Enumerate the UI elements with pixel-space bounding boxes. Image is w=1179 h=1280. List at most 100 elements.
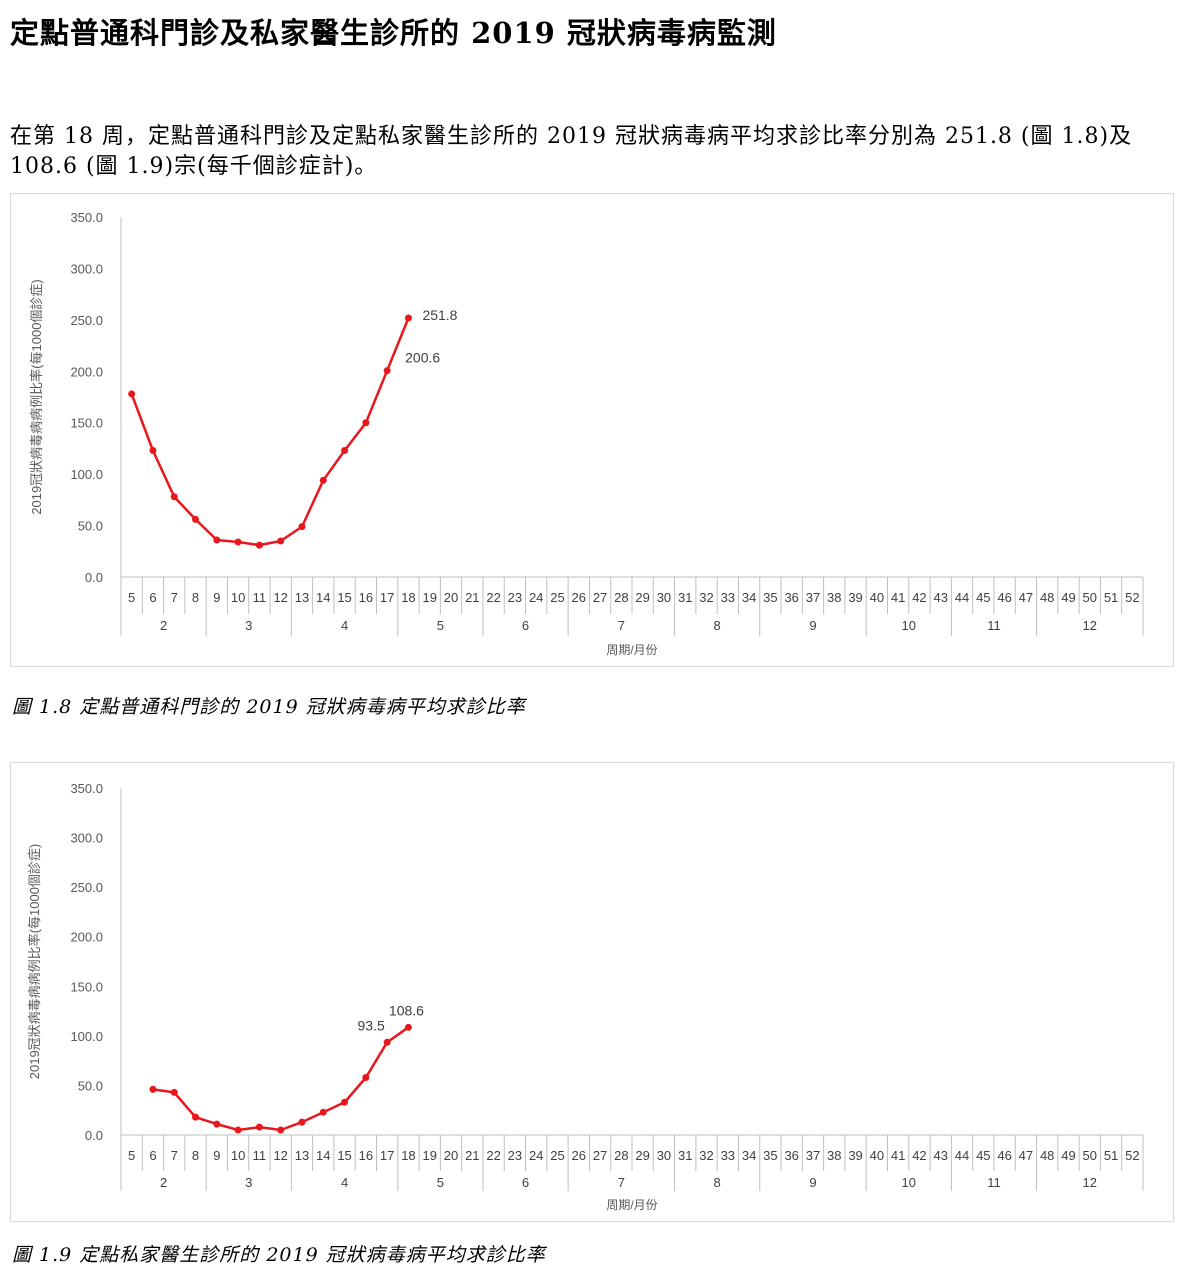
- x-tick-label: 17: [380, 590, 394, 605]
- summary-paragraph: 在第 18 周，定點普通科門診及定點私家醫生診所的 2019 冠狀病毒病平均求診…: [10, 124, 1133, 179]
- x-tick-label: 22: [486, 1148, 500, 1163]
- y-tick-label: 50.0: [78, 519, 103, 534]
- chart-1-8: 0.0 50.0 100.0 150.0 200.0 250.0 300.0 350.0 201…: [10, 193, 1174, 667]
- x-tick-label: 45: [976, 1148, 990, 1163]
- y-axis-title: 2019冠狀病毒病病例比率(每1000個診症): [29, 279, 44, 515]
- data-point: [298, 1118, 306, 1126]
- y-tick-label: 250.0: [70, 880, 103, 895]
- x-tick-label: 31: [678, 590, 692, 605]
- data-point: [255, 1123, 263, 1131]
- y-tick-label: 250.0: [70, 313, 103, 328]
- x-tick-label: 25: [550, 590, 564, 605]
- x-tick-label: 30: [657, 1148, 671, 1163]
- data-point: [319, 476, 327, 484]
- x-tick-label: 8: [192, 590, 199, 605]
- data-point: [192, 515, 200, 523]
- data-point: [128, 390, 136, 398]
- month-label: 12: [1083, 618, 1097, 633]
- x-tick-label: 51: [1104, 590, 1118, 605]
- x-tick-label: 43: [933, 1148, 947, 1163]
- y-tick-label: 300.0: [70, 831, 103, 846]
- x-tick-label: 35: [763, 590, 777, 605]
- y-tick-label: 350.0: [70, 781, 103, 796]
- x-tick-label: 20: [444, 590, 458, 605]
- x-tick-label: 19: [422, 1148, 436, 1163]
- month-label: 5: [437, 618, 444, 633]
- x-tick-label: 15: [337, 590, 351, 605]
- data-point: [234, 1126, 242, 1134]
- x-tick-label: 41: [891, 590, 905, 605]
- x-tick-label: 25: [550, 1148, 564, 1163]
- x-tick-label: 44: [955, 590, 969, 605]
- x-tick-label: 19: [422, 590, 436, 605]
- data-point: [404, 1023, 412, 1031]
- x-tick-label: 5: [128, 1148, 135, 1163]
- x-tick-label: 39: [848, 1148, 862, 1163]
- x-tick-label: 27: [593, 590, 607, 605]
- x-tick-label: 13: [295, 1148, 309, 1163]
- month-label: 7: [618, 618, 625, 633]
- x-tick-label: 12: [273, 1148, 287, 1163]
- data-point: [341, 1098, 349, 1106]
- data-label: 93.5: [358, 1017, 385, 1033]
- x-tick-label: 18: [401, 590, 415, 605]
- x-tick-label: 47: [1019, 590, 1033, 605]
- x-tick-label: 32: [699, 1148, 713, 1163]
- month-label: 7: [618, 1175, 625, 1190]
- x-tick-label: 11: [253, 590, 267, 605]
- x-tick-label: 40: [870, 1148, 884, 1163]
- y-tick-label: 300.0: [70, 261, 103, 276]
- data-point: [255, 541, 263, 549]
- x-tick-label: 31: [678, 1148, 692, 1163]
- data-label: 251.8: [422, 307, 457, 323]
- x-axis-title: 周期/月份: [606, 1198, 657, 1212]
- month-label: 9: [809, 618, 816, 633]
- x-tick-label: 6: [149, 590, 156, 605]
- x-tick-label: 36: [784, 590, 798, 605]
- month-label: 2: [160, 618, 167, 633]
- month-label: 6: [522, 1175, 529, 1190]
- x-tick-label: 49: [1061, 1148, 1075, 1163]
- x-tick-label: 6: [149, 1148, 156, 1163]
- x-tick-label: 47: [1019, 1148, 1033, 1163]
- x-tick-label: 8: [192, 1148, 199, 1163]
- x-tick-label: 10: [231, 1148, 245, 1163]
- x-tick-label: 9: [213, 590, 220, 605]
- x-tick-label: 32: [699, 590, 713, 605]
- x-tick-label: 46: [997, 590, 1011, 605]
- x-tick-label: 46: [997, 1148, 1011, 1163]
- x-tick-label: 37: [806, 590, 820, 605]
- data-point: [192, 1113, 200, 1121]
- month-label: 12: [1083, 1175, 1097, 1190]
- x-tick-label: 43: [933, 590, 947, 605]
- data-point: [341, 446, 349, 454]
- x-tick-label: 42: [912, 1148, 926, 1163]
- figure-caption-1-8: 圖 1.8 定點普通科門診的 2019 冠狀病毒病平均求診比率: [12, 696, 526, 718]
- month-label: 6: [522, 618, 529, 633]
- x-tick-label: 34: [742, 1148, 756, 1163]
- x-tick-label: 26: [572, 590, 586, 605]
- x-axis-title: 周期/月份: [606, 643, 657, 657]
- x-tick-label: 17: [380, 1148, 394, 1163]
- data-point: [170, 493, 178, 501]
- x-tick-label: 29: [635, 1148, 649, 1163]
- x-tick-label: 18: [401, 1148, 415, 1163]
- chart-1-9: 0.0 50.0 100.0 150.0 200.0 250.0 300.0 350.0 201…: [10, 762, 1174, 1222]
- x-tick-label: 38: [827, 1148, 841, 1163]
- x-tick-label: 14: [316, 1148, 330, 1163]
- chart-1-8-svg: 0.050.0100.0150.0200.0250.0300.0350.0201…: [29, 210, 1144, 657]
- data-point: [298, 523, 306, 531]
- x-tick-label: 49: [1061, 590, 1075, 605]
- y-tick-label: 150.0: [70, 979, 103, 994]
- month-label: 8: [714, 618, 721, 633]
- x-tick-label: 21: [465, 590, 479, 605]
- series-line: [152, 1026, 410, 1132]
- x-tick-label: 15: [337, 1148, 351, 1163]
- y-tick-label: 50.0: [78, 1078, 103, 1093]
- figure-caption-1-9: 圖 1.9 定點私家醫生診所的 2019 冠狀病毒病平均求診比率: [12, 1244, 546, 1266]
- x-tick-label: 12: [273, 590, 287, 605]
- month-label: 11: [987, 618, 1001, 633]
- month-label: 9: [809, 1175, 816, 1190]
- y-tick-label: 0.0: [85, 1128, 103, 1143]
- x-tick-label: 24: [529, 1148, 543, 1163]
